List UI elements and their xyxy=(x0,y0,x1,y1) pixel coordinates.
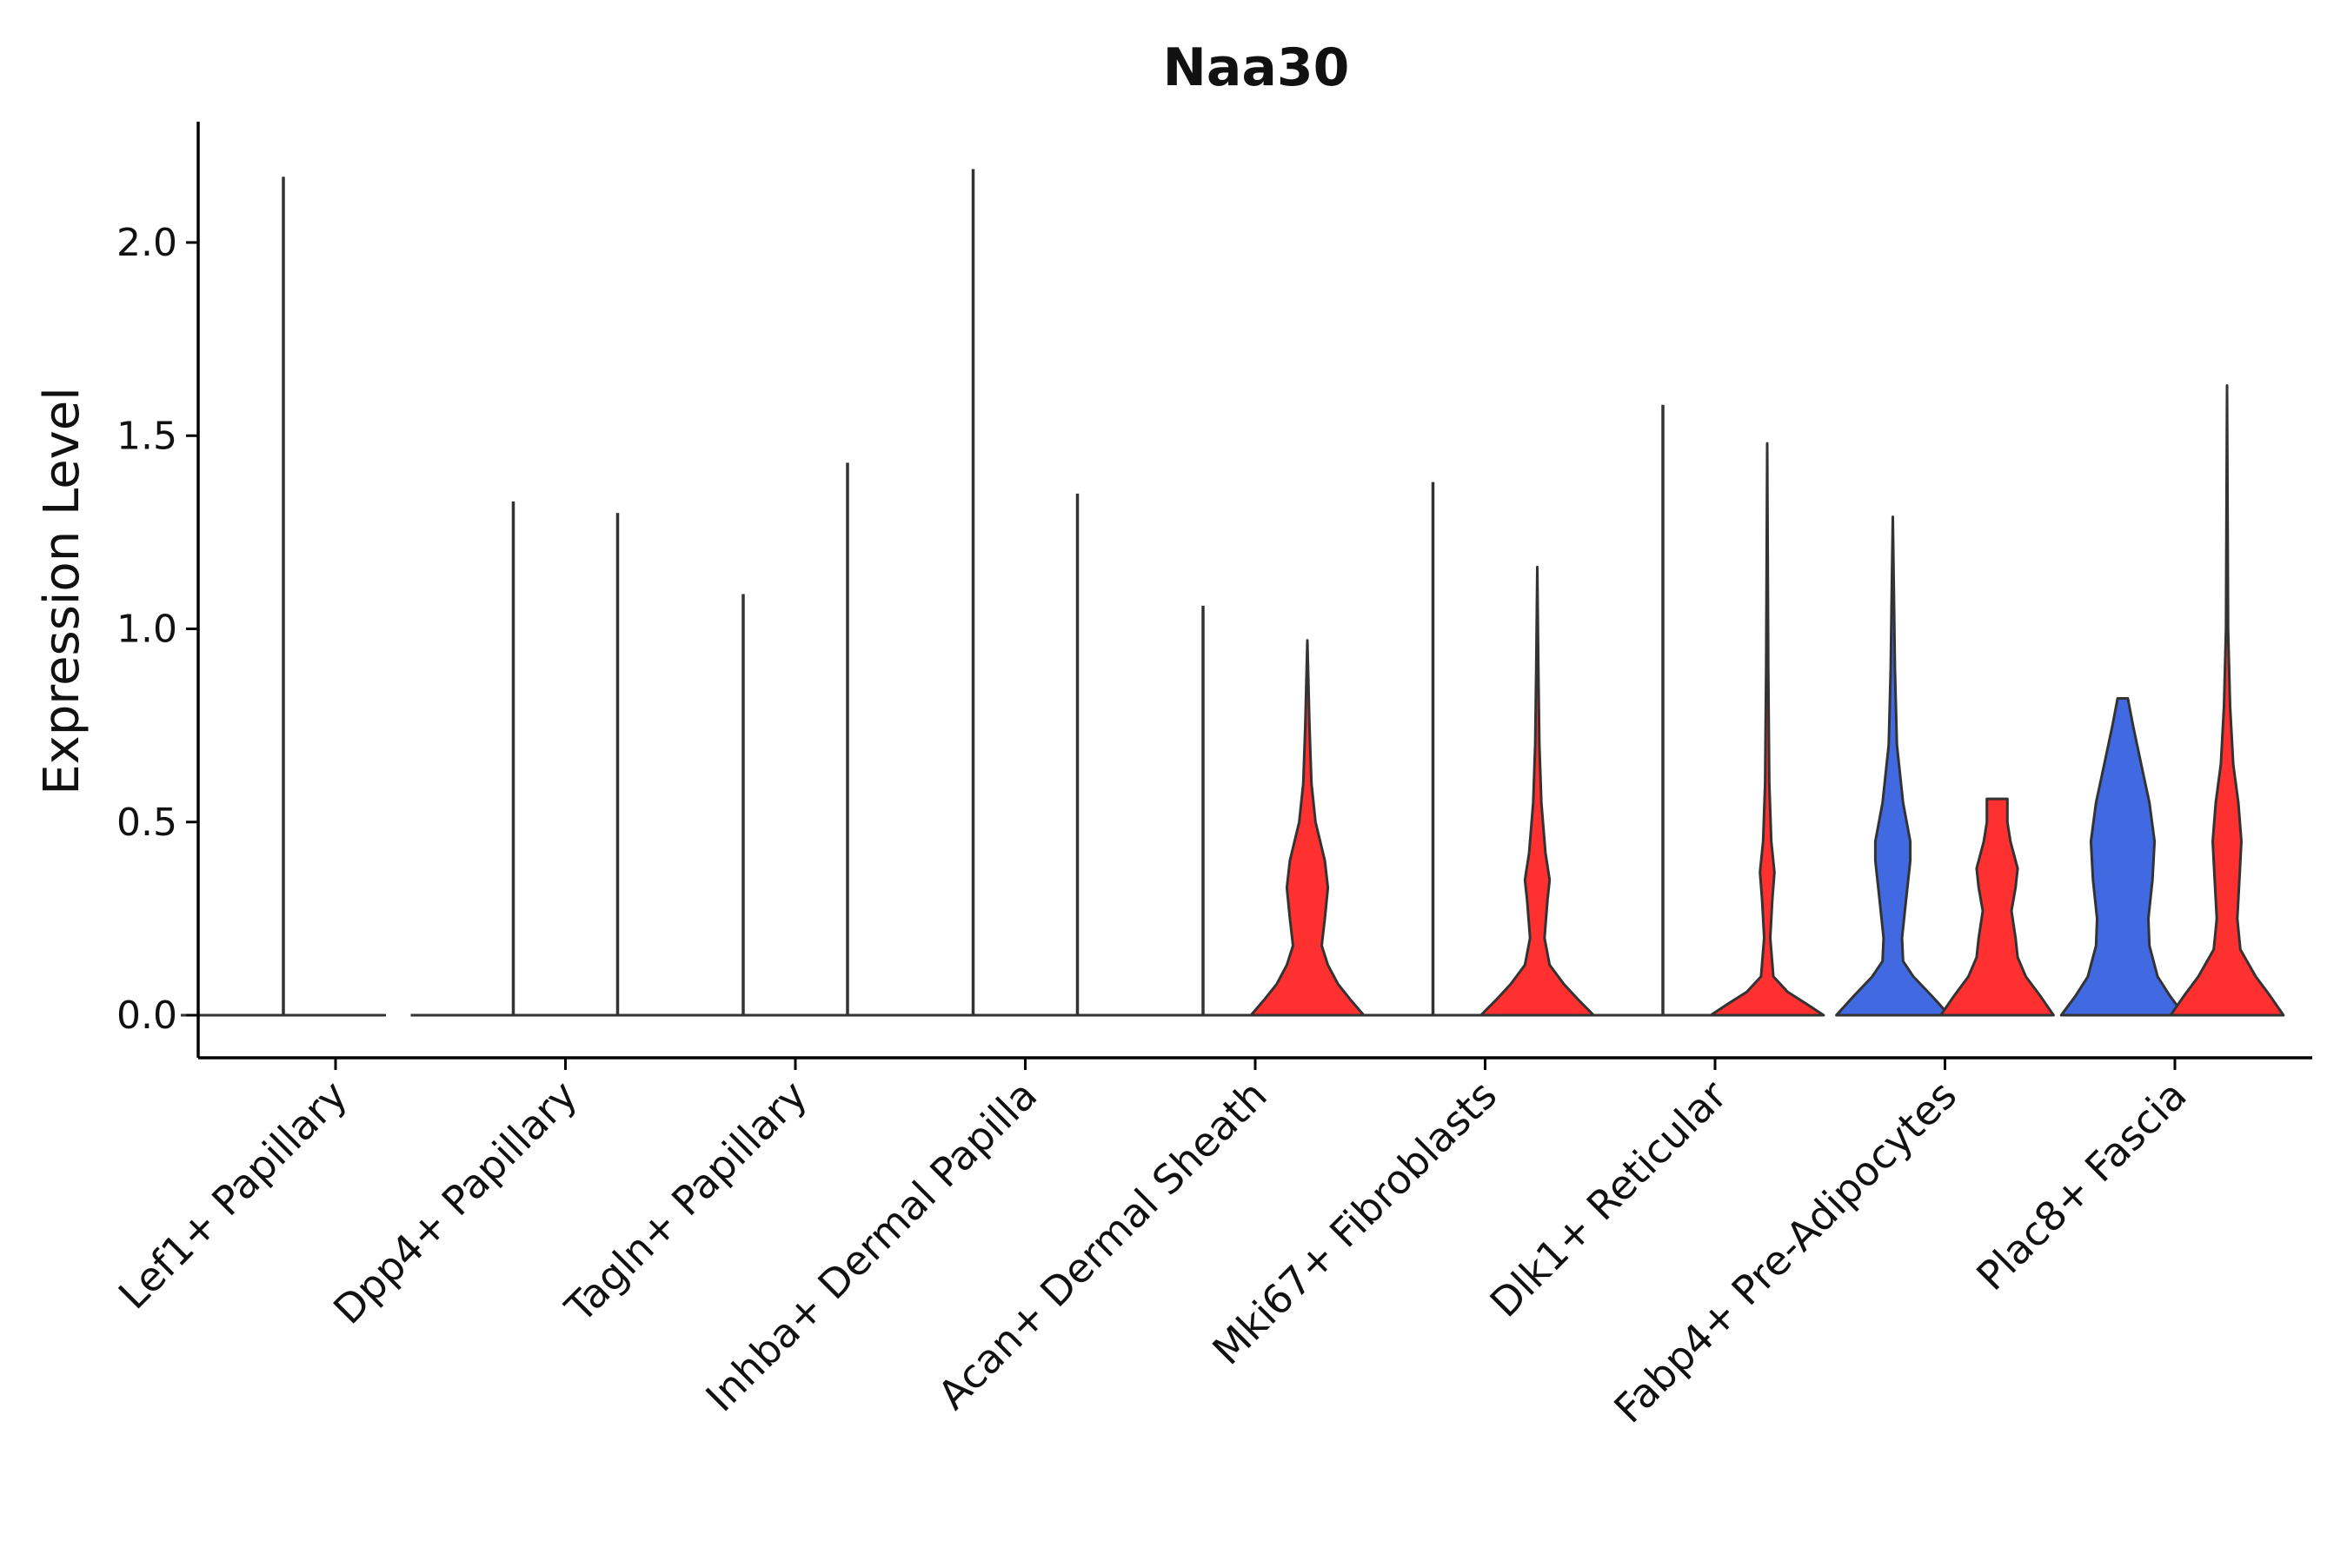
violin-layer xyxy=(181,169,2285,1017)
y-tick-label: 0.0 xyxy=(116,993,177,1038)
x-tick-label: Lef1+ Papillary xyxy=(110,1072,356,1319)
x-tick-label: Plac8+ Fascia xyxy=(1967,1072,2195,1299)
y-axis-label: Expression Level xyxy=(34,387,90,795)
chart-title: Naa30 xyxy=(1163,37,1350,98)
violin-b-7 xyxy=(1939,797,2055,1017)
y-tick-label: 2.0 xyxy=(116,221,177,265)
x-tick-label: Dlk1+ Reticular xyxy=(1481,1072,1736,1326)
violin-b-6 xyxy=(1709,442,1825,1017)
violin-a-7 xyxy=(1835,515,1951,1017)
violin-b-4 xyxy=(1249,639,1366,1017)
y-tick-label: 0.5 xyxy=(116,801,177,845)
y-tick-label: 1.0 xyxy=(116,608,177,652)
violin-a-8 xyxy=(2059,697,2186,1017)
violin-b-8 xyxy=(2169,384,2285,1017)
violin-b-5 xyxy=(1479,565,1595,1017)
x-tick-label: Dpp4+ Papillary xyxy=(324,1072,586,1333)
x-tick-label: Tagln+ Papillary xyxy=(555,1072,816,1332)
y-tick-label: 1.5 xyxy=(116,414,177,458)
